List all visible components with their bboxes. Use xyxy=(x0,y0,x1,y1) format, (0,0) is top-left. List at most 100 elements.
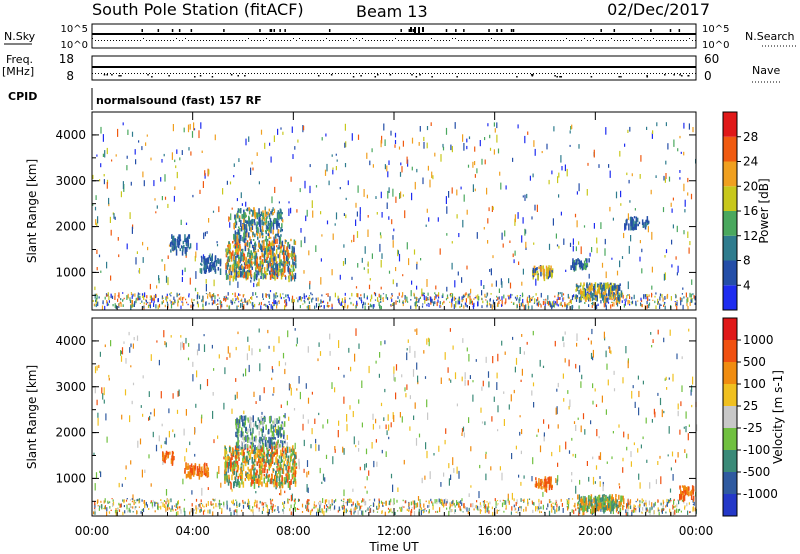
echo-cell xyxy=(604,248,606,256)
echo-cell xyxy=(627,281,629,290)
echo-cell xyxy=(133,337,135,341)
nave-point xyxy=(677,73,678,74)
ground-echo-cell xyxy=(423,503,425,508)
echo-cell xyxy=(520,481,522,486)
ground-echo-cell xyxy=(514,296,517,299)
ground-echo-cell xyxy=(247,503,249,507)
ground-echo-cell xyxy=(310,292,312,295)
nsearch-point xyxy=(674,40,675,41)
nave-point xyxy=(551,73,552,74)
echo-cell xyxy=(663,273,665,281)
echo-cell xyxy=(148,454,150,459)
ground-echo-cell xyxy=(96,295,98,300)
echo-blob-cell xyxy=(257,236,259,240)
ground-echo-cell xyxy=(343,498,345,501)
echo-cell xyxy=(204,231,206,237)
ground-echo-cell xyxy=(538,502,540,507)
ground-echo-cell xyxy=(250,509,252,511)
echo-cell xyxy=(481,290,483,296)
echo-cell xyxy=(406,156,408,164)
echo-blob-cell xyxy=(586,258,588,263)
echo-cell xyxy=(401,374,403,378)
ground-echo-cell xyxy=(383,502,385,504)
echo-cell xyxy=(474,174,476,178)
echo-cell xyxy=(539,359,541,367)
ground-echo-cell xyxy=(271,511,273,513)
ground-echo-cell xyxy=(273,303,275,307)
ground-echo-cell xyxy=(154,510,156,513)
nave-point xyxy=(659,73,660,74)
ground-echo-cell xyxy=(528,305,530,309)
echo-cell xyxy=(303,468,305,473)
echo-cell xyxy=(178,389,180,397)
ground-echo-cell xyxy=(262,506,264,508)
echo-cell xyxy=(667,454,669,457)
ground-echo-cell xyxy=(505,298,507,304)
nsearch-point xyxy=(662,40,663,41)
nave-point xyxy=(239,73,240,74)
echo-cell xyxy=(339,187,341,190)
echo-blob-cell xyxy=(209,268,212,272)
ground-echo-cell xyxy=(285,303,287,308)
echo-blob-cell xyxy=(283,477,285,481)
echo-blob-cell xyxy=(180,245,183,249)
ground-echo-cell xyxy=(204,509,206,512)
echo-cell xyxy=(368,284,371,290)
echo-cell xyxy=(608,346,610,349)
echo-cell xyxy=(381,212,383,218)
ground-echo-cell xyxy=(388,511,390,514)
ground-echo-cell xyxy=(170,300,172,304)
echo-cell xyxy=(196,349,199,356)
ground-echo-cell xyxy=(627,503,629,506)
echo-blob-cell xyxy=(255,266,257,271)
ground-echo-cell xyxy=(677,509,679,513)
echo-cell xyxy=(413,415,415,420)
ground-echo-cell xyxy=(643,294,645,299)
echo-blob-cell xyxy=(249,220,251,225)
ground-echo-cell xyxy=(215,503,217,507)
echo-cell xyxy=(346,424,348,432)
ground-echo-cell xyxy=(242,499,244,503)
echo-cell xyxy=(569,242,572,247)
echo-blob-cell xyxy=(605,282,607,290)
echo-cell xyxy=(560,211,562,216)
echo-cell xyxy=(310,444,312,449)
ground-echo-cell xyxy=(632,509,635,513)
ground-echo-cell xyxy=(464,293,466,297)
ground-echo-cell xyxy=(499,509,501,511)
echo-blob-cell xyxy=(645,219,648,223)
echo-cell xyxy=(106,179,109,184)
echo-cell xyxy=(176,149,178,154)
echo-cell xyxy=(523,475,525,479)
ground-echo-cell xyxy=(298,499,300,502)
echo-cell xyxy=(651,419,653,423)
echo-blob-cell xyxy=(245,256,247,263)
ground-echo-cell xyxy=(182,297,184,301)
nave-point xyxy=(293,73,294,74)
nave-point xyxy=(248,73,249,74)
ground-echo-cell xyxy=(225,296,227,299)
ground-echo-cell xyxy=(256,500,258,504)
ground-echo-cell xyxy=(676,305,678,311)
echo-cell xyxy=(106,261,108,269)
ground-echo-cell xyxy=(653,503,655,508)
echo-cell xyxy=(228,217,231,220)
echo-cell xyxy=(366,194,368,199)
ground-echo-cell xyxy=(260,301,262,305)
ground-echo-cell xyxy=(345,508,347,514)
nave-dip xyxy=(360,75,362,77)
echo-cell xyxy=(206,231,208,234)
echo-cell xyxy=(187,357,190,361)
echo-cell xyxy=(96,365,98,371)
ground-echo-cell xyxy=(280,296,282,300)
echo-cell xyxy=(142,375,144,379)
nave-point xyxy=(407,73,408,74)
echo-cell xyxy=(192,361,194,367)
echo-blob-cell xyxy=(272,261,274,264)
echo-cell xyxy=(450,144,452,151)
nsearch-point xyxy=(206,40,207,41)
echo-cell xyxy=(332,233,334,240)
echo-blob-cell xyxy=(637,223,639,227)
echo-cell xyxy=(251,161,253,165)
